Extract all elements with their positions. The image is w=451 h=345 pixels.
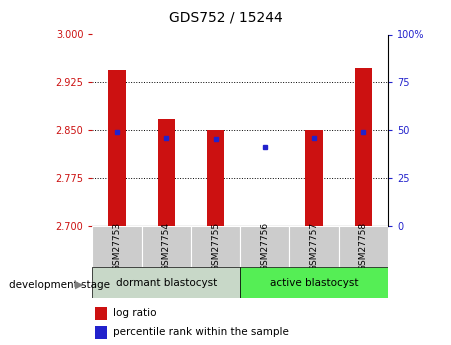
FancyBboxPatch shape <box>142 226 191 267</box>
Text: GSM27757: GSM27757 <box>309 222 318 271</box>
Text: active blastocyst: active blastocyst <box>270 278 358 288</box>
Text: GDS752 / 15244: GDS752 / 15244 <box>169 10 282 24</box>
Text: log ratio: log ratio <box>113 308 156 318</box>
Bar <box>305 130 322 226</box>
Text: dormant blastocyst: dormant blastocyst <box>115 278 217 288</box>
Text: percentile rank within the sample: percentile rank within the sample <box>113 327 289 337</box>
FancyBboxPatch shape <box>240 267 388 298</box>
Bar <box>207 130 224 226</box>
FancyBboxPatch shape <box>92 267 240 298</box>
FancyBboxPatch shape <box>290 226 339 267</box>
Bar <box>108 70 126 226</box>
FancyBboxPatch shape <box>339 226 388 267</box>
Bar <box>96 326 107 338</box>
Text: ▶: ▶ <box>75 280 83 289</box>
Text: GSM27758: GSM27758 <box>359 222 368 271</box>
Bar <box>354 68 372 226</box>
FancyBboxPatch shape <box>92 226 142 267</box>
Text: GSM27756: GSM27756 <box>260 222 269 271</box>
Bar <box>96 307 107 319</box>
Text: GSM27753: GSM27753 <box>113 222 122 271</box>
FancyBboxPatch shape <box>191 226 240 267</box>
Text: development stage: development stage <box>9 280 110 289</box>
Text: GSM27755: GSM27755 <box>211 222 220 271</box>
Bar <box>158 119 175 226</box>
Text: GSM27754: GSM27754 <box>162 222 171 271</box>
FancyBboxPatch shape <box>240 226 290 267</box>
